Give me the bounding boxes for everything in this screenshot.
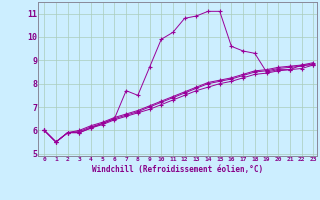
- X-axis label: Windchill (Refroidissement éolien,°C): Windchill (Refroidissement éolien,°C): [92, 165, 263, 174]
